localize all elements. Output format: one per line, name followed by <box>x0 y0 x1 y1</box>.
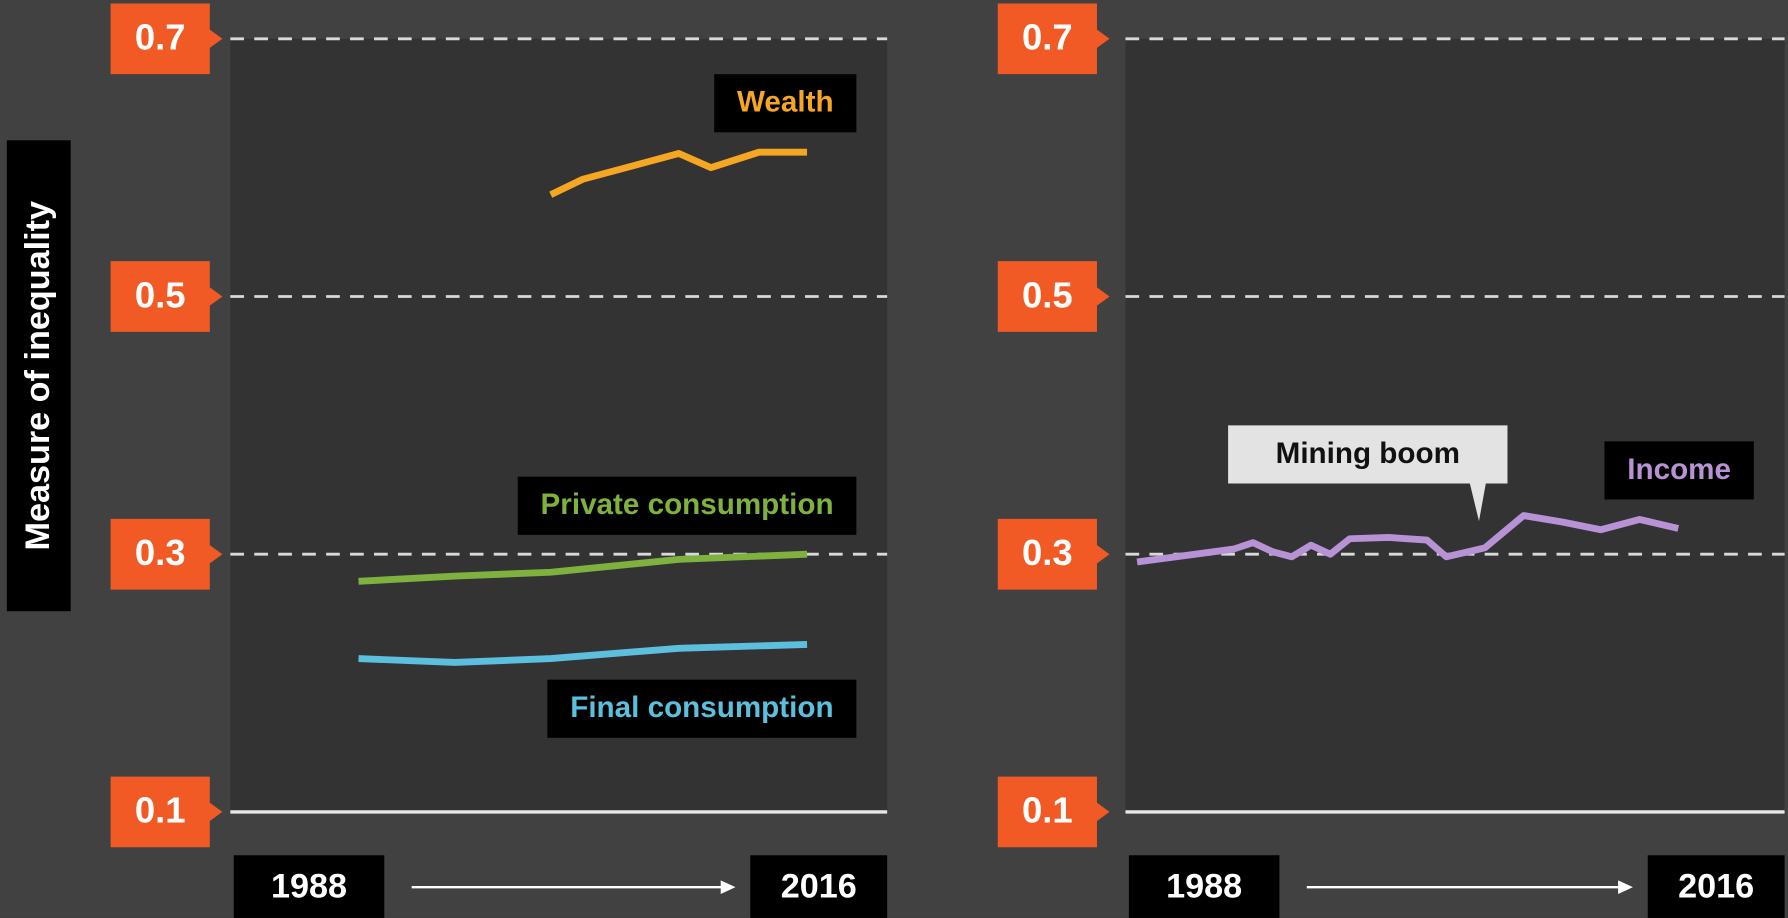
x-tick-label: 2016 <box>1678 867 1754 905</box>
series-line <box>1136 512 1680 566</box>
tick-box <box>997 261 1110 332</box>
x-arrow-head <box>720 880 736 895</box>
series-label: Wealth <box>714 74 857 133</box>
series-label-box <box>1604 441 1754 500</box>
tick-box <box>997 3 1110 75</box>
y-tick-label: 0.1 <box>1022 790 1073 831</box>
series-line <box>549 148 808 198</box>
tick-box <box>110 3 223 75</box>
annotation-text: Mining boom <box>1276 437 1460 470</box>
x-tick-label: 1988 <box>1166 867 1242 905</box>
y-tick-label: 0.3 <box>135 532 186 573</box>
series-label-text: Final consumption <box>570 691 833 724</box>
x-arrow-head <box>1618 880 1633 895</box>
y-tick-label: 0.1 <box>135 790 186 831</box>
x-tick-label: 1988 <box>271 867 347 905</box>
series-label-box <box>714 74 857 133</box>
series-label: Income <box>1604 441 1754 500</box>
series-line <box>358 550 808 585</box>
series-label-text: Income <box>1627 453 1731 486</box>
annotation-box <box>1228 425 1508 522</box>
y-tick-label: 0.3 <box>1022 532 1073 573</box>
x-tick-box <box>1647 855 1785 918</box>
series-label: Final consumption <box>547 679 857 738</box>
series-label-text: Private consumption <box>541 488 834 521</box>
tick-box <box>110 518 223 590</box>
series-line <box>358 640 808 666</box>
y-tick-label: 0.5 <box>1022 274 1073 315</box>
tick-box <box>110 261 223 332</box>
x-tick-label: 2016 <box>781 867 857 905</box>
series-label: Private consumption <box>517 476 857 535</box>
tick-box <box>997 776 1110 848</box>
tick-box <box>997 518 1110 590</box>
y-tick-label: 0.7 <box>135 17 186 58</box>
series-label-box <box>517 476 857 535</box>
x-tick-box <box>1128 855 1280 918</box>
y-tick-label: 0.5 <box>135 274 186 315</box>
tick-box <box>110 776 223 848</box>
series-label-box <box>547 679 857 738</box>
y-axis-label-box <box>6 140 71 612</box>
x-tick-box <box>233 855 385 918</box>
x-tick-box <box>750 855 888 918</box>
y-tick-label: 0.7 <box>1022 17 1073 58</box>
y-axis-label: Measure of inequality <box>19 201 57 551</box>
series-label-text: Wealth <box>737 86 834 119</box>
